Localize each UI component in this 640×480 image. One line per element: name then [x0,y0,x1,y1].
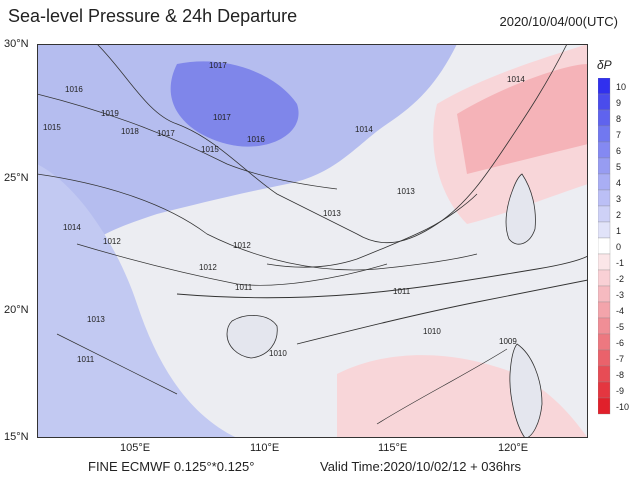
hainan-island [226,315,278,359]
luzon-island [509,343,543,438]
isobar-label: 1013 [323,209,341,218]
isobar-label: 1012 [233,241,251,250]
colorbar-tick-label: -7 [616,354,624,364]
colorbar-tick-label: -6 [616,338,624,348]
colorbar-swatch [598,253,611,271]
isobar [37,173,478,271]
colorbar-swatch [598,365,611,383]
isobar [376,348,508,425]
colorbar-swatch [598,189,611,207]
isobar-labels: 1017 1016 1019 1018 1017 1017 1016 1015 … [43,61,525,364]
isobar [37,93,338,190]
colorbar-swatch [598,173,611,191]
colorbar-swatch [598,317,611,335]
isobar-label: 1014 [507,75,525,84]
colorbar-tick-label: -5 [616,322,624,332]
colorbar-tick-label: 0 [616,242,621,252]
map-panel: 1017 1016 1019 1018 1017 1017 1016 1015 … [37,44,588,438]
colorbar-swatch [598,125,611,143]
isobar-label: 1012 [199,263,217,272]
colorbar-swatch [598,349,611,367]
isobar [296,279,588,345]
isobar-label: 1019 [101,109,119,118]
isobar-label: 1013 [87,315,105,324]
colorbar-swatch [598,93,611,111]
isobar-label: 1016 [247,135,265,144]
isobar [76,243,388,286]
colorbar-swatch [598,157,611,175]
lon-label: 105°E [120,442,151,454]
colorbar-tick-label: 3 [616,194,621,204]
colorbar-swatch [598,397,611,415]
colorbar-tick-label: 4 [616,178,621,188]
colorbar-swatch [598,269,611,287]
colorbar-swatch [598,285,611,303]
colorbar-tick-label: 8 [616,114,621,124]
colorbar-tick-label: 10 [616,82,626,92]
isobar-label: 1017 [213,113,231,122]
isobar-label: 1010 [269,349,287,358]
isobar-label: 1011 [393,287,411,296]
timestamp: 2020/10/04/00(UTC) [499,14,618,29]
lat-label: 25°N [4,172,29,184]
isobar-label: 1013 [397,187,415,196]
colorbar-tick-label: 7 [616,130,621,140]
colorbar-tick-label: -8 [616,370,624,380]
isobar-label: 1014 [355,125,373,134]
colorbar-swatch [598,141,611,159]
chart-title: Sea-level Pressure & 24h Departure [8,6,298,26]
isobar-label: 1011 [77,355,95,364]
coastline-south-china [266,193,478,268]
map-border [37,44,588,438]
colorbar-label: δP [597,58,612,72]
colorbar-tick-label: 2 [616,210,621,220]
colorbar-tick-label: -4 [616,306,624,316]
colorbar-swatch [598,301,611,319]
lat-label: 15°N [4,431,29,443]
colorbar-tick-label: -1 [616,258,624,268]
departure-region-negative-core [457,64,588,174]
isobar-label: 1017 [209,61,227,70]
colorbar-swatch [598,237,611,255]
valid-time-caption: Valid Time:2020/10/02/12 + 036hrs [320,459,522,474]
isobar-label: 1009 [499,337,517,346]
colorbar-tick-label: -2 [616,274,624,284]
isobar [56,333,178,395]
isobar-label: 1011 [235,283,253,292]
isobar-label: 1015 [201,145,219,154]
lon-label: 110°E [250,442,280,454]
departure-region-core [170,61,299,147]
departure-region-high [37,44,457,364]
colorbar-swatch [598,381,611,399]
isobar-label: 1010 [423,327,441,336]
colorbar-swatch [598,205,611,223]
lat-label: 30°N [4,38,29,50]
colorbar-tick-label: 9 [616,98,621,108]
colorbar-swatch [598,221,611,239]
colorbar-tick-label: -9 [616,386,624,396]
colorbar-tick-label: 5 [616,162,621,172]
lon-label: 115°E [378,442,408,454]
departure-region-west [37,164,237,438]
isobar-label: 1016 [65,85,83,94]
isobar-label: 1017 [157,129,175,138]
colorbar-swatch [598,333,611,351]
isobar [176,255,588,299]
isobar-label: 1018 [121,127,139,136]
model-caption: FINE ECMWF 0.125°*0.125° [88,459,255,474]
isobar-label: 1014 [63,223,81,232]
colorbar-tick-label: -3 [616,290,624,300]
lon-label: 120°E [498,442,529,454]
isobar-label: 1015 [43,123,61,132]
colorbar-tick-label: 1 [616,226,621,236]
colorbar-tick-label: 6 [616,146,621,156]
colorbar-swatch [598,109,611,127]
coastline [96,44,568,244]
taiwan-island [505,173,536,245]
lat-label: 20°N [4,304,29,316]
colorbar-tick-label: -10 [616,402,629,412]
colorbar-swatch [598,78,611,95]
isobar-label: 1012 [103,237,121,246]
